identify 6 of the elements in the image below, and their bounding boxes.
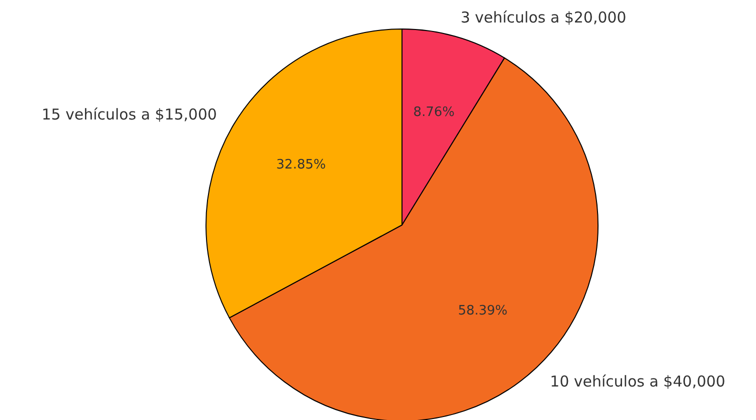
slice-label: 3 vehículos a $20,000 — [460, 8, 626, 27]
slice-label: 15 vehículos a $15,000 — [42, 105, 217, 124]
data-label: 32.85% — [276, 158, 326, 173]
data-label: 58.39% — [458, 304, 508, 318]
slice-label: 10 vehículos a $40,000 — [550, 372, 726, 391]
data-label: 8.76% — [413, 104, 455, 120]
